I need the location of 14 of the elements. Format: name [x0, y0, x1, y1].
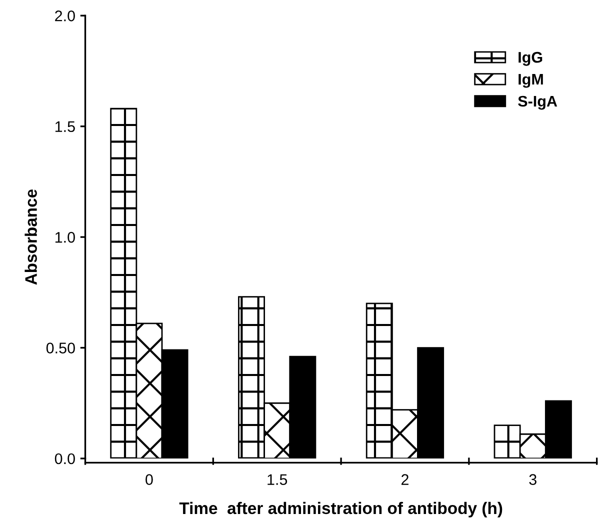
- y-tick-label: 0.0: [54, 453, 75, 464]
- x-tick-label: 0: [146, 474, 153, 485]
- x-axis-title: Time after administration of antibody (h): [179, 502, 502, 518]
- x-tick-label: 2: [402, 474, 408, 485]
- y-tick-label: 1.5: [55, 121, 75, 132]
- x-tick-label: 1.5: [268, 474, 288, 485]
- y-tick-label: 1.0: [55, 232, 75, 243]
- legend-label: IgM: [518, 74, 543, 88]
- y-axis-title: Absorbance: [24, 189, 37, 285]
- x-tick-label: 3: [529, 474, 536, 485]
- y-tick-label: 2.0: [55, 10, 75, 22]
- legend-label: S-IgA: [518, 96, 558, 110]
- legend-label: IgG: [518, 52, 542, 66]
- y-tick-label: 0.50: [46, 342, 75, 354]
